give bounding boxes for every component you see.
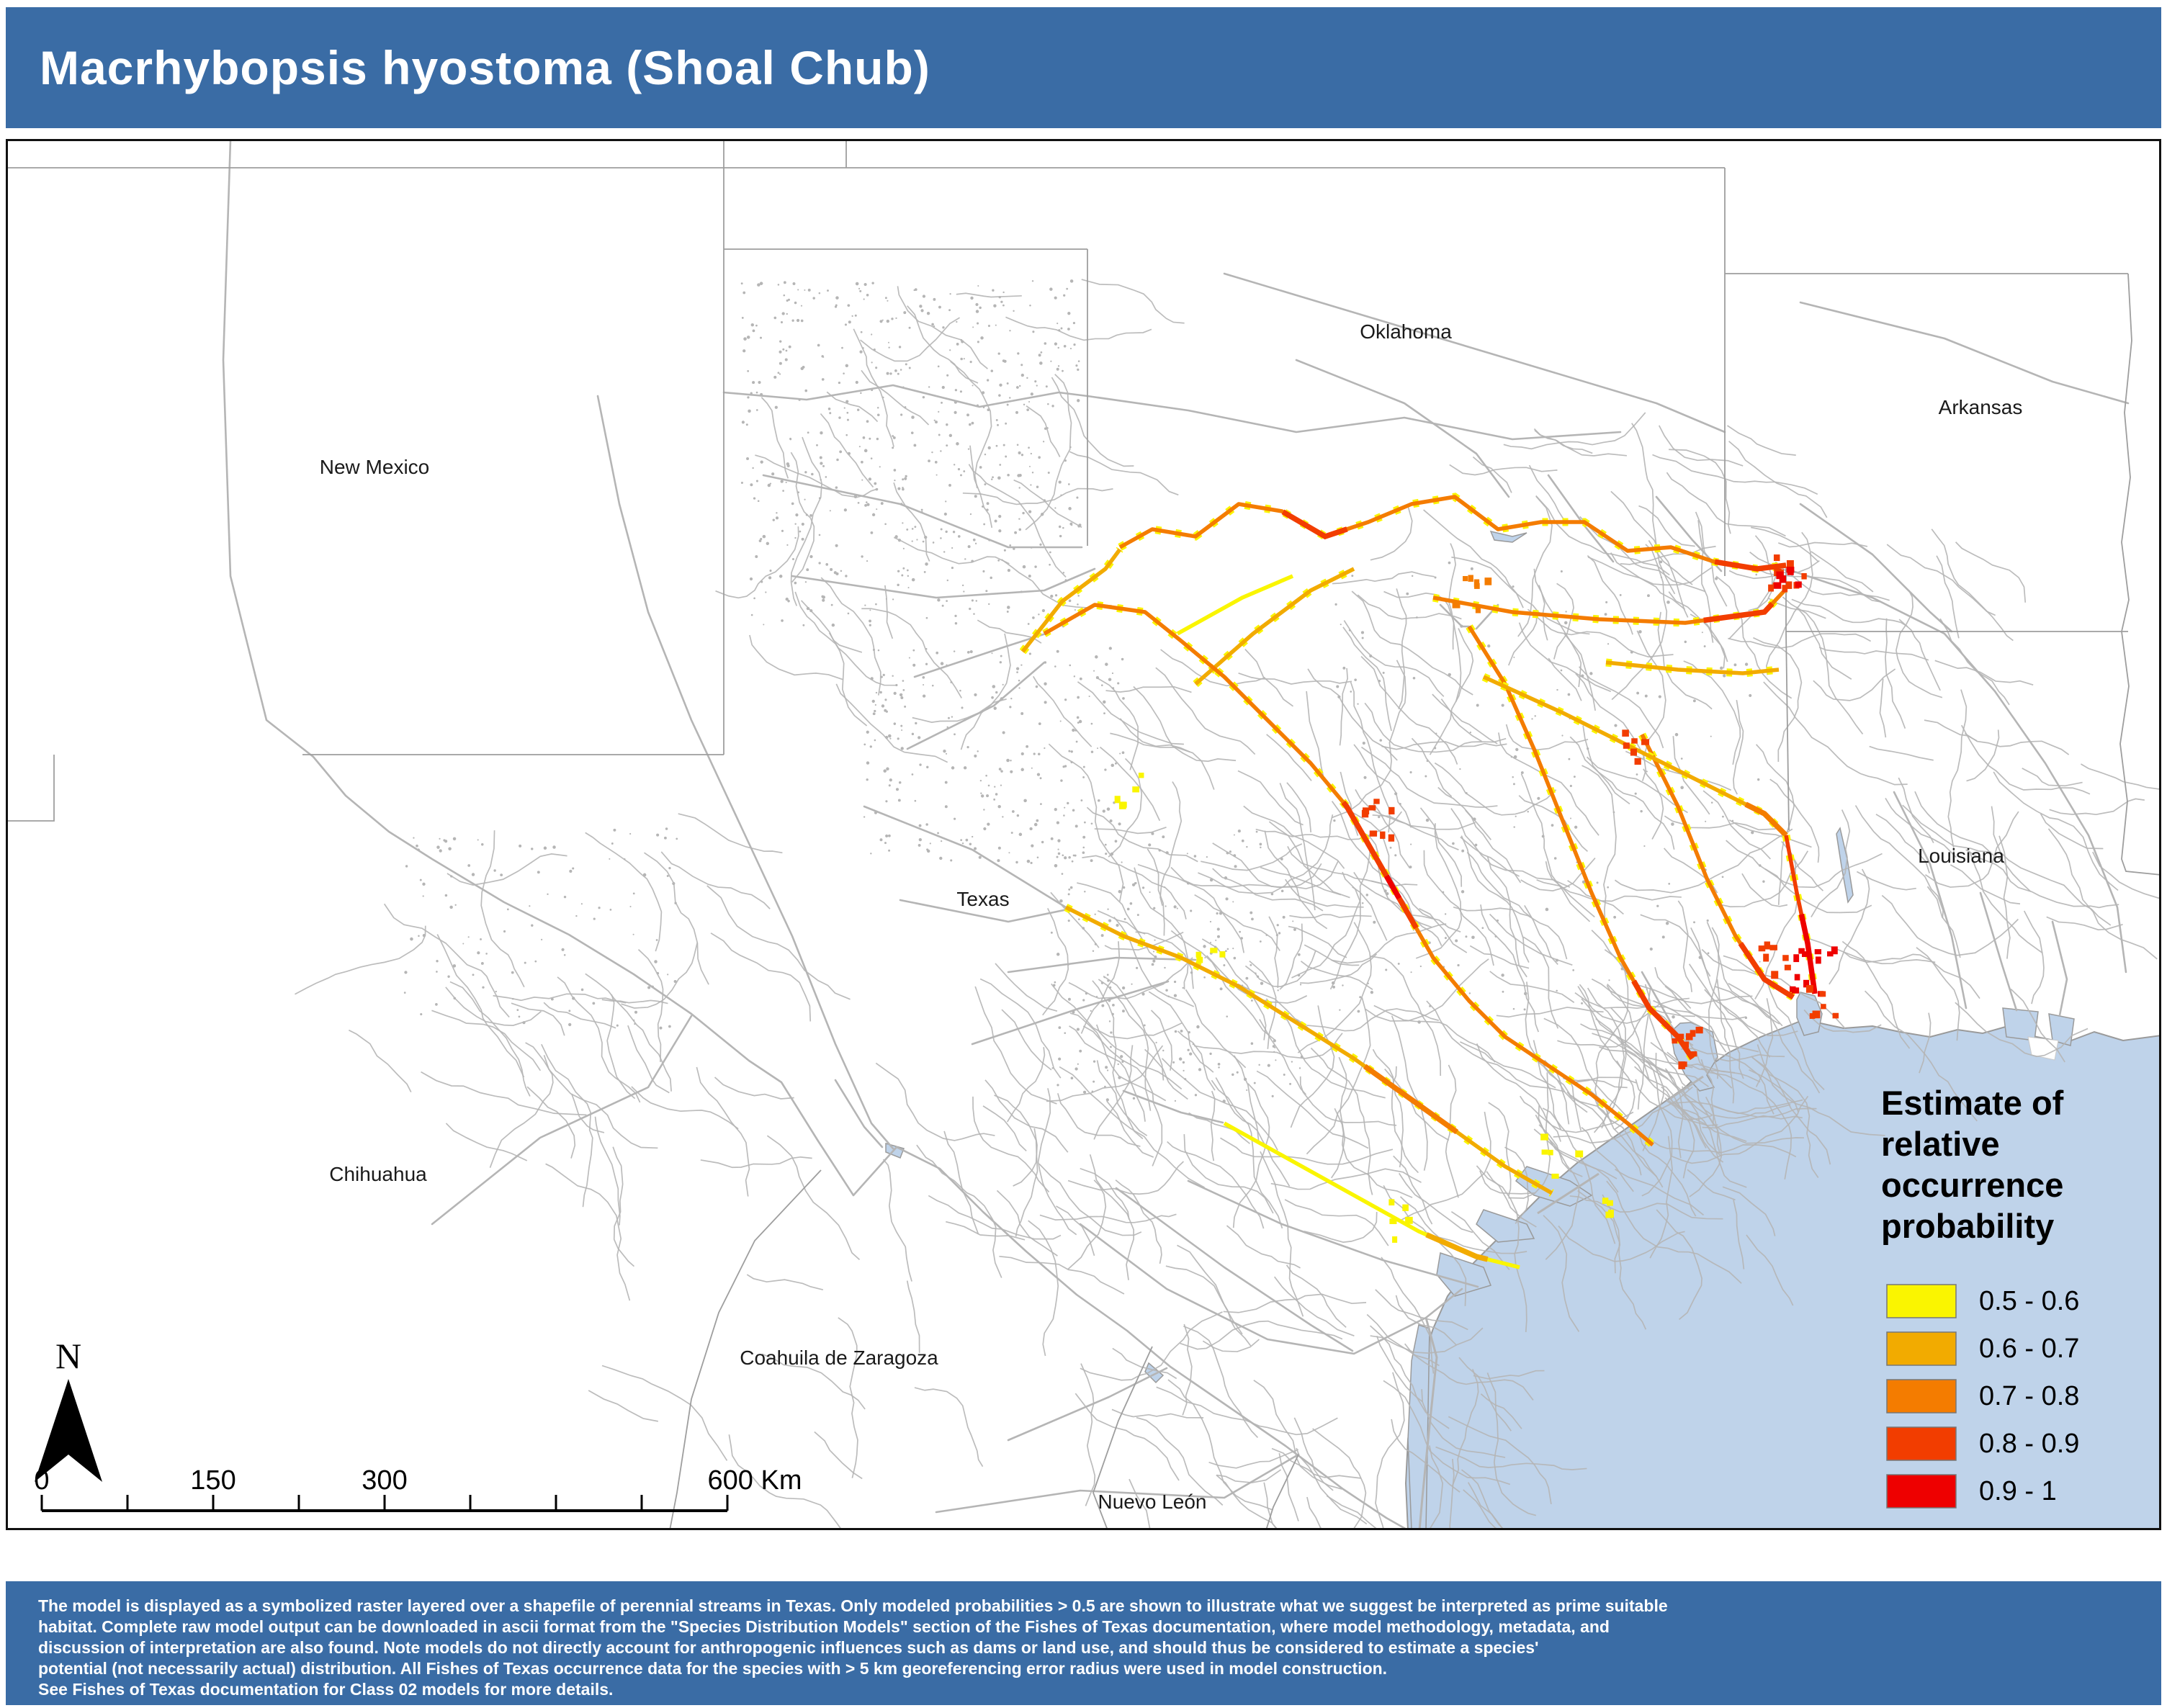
legend-item-label: 0.5 - 0.6 [1979,1286,2079,1316]
legend-swatch [1886,1331,1957,1366]
scale-label: 150 [190,1465,235,1496]
scale-bar: 0 150 300 600 Km [34,1465,802,1512]
scale-label: 300 [362,1465,407,1496]
state-label-oklahoma: Oklahoma [1360,320,1452,343]
stream-texture [295,279,2161,1530]
scale-label: 600 Km [708,1465,802,1496]
north-label: N [55,1336,81,1376]
model-description-text: The model is displayed as a symbolized r… [38,1596,1668,1699]
legend-title-line: occurrence [1881,1166,2063,1204]
state-label-louisiana: Louisiana [1918,845,2004,867]
legend-item-label: 0.9 - 1 [1979,1476,2057,1506]
legend: Estimate ofrelativeoccurrenceprobability… [1881,1084,2079,1509]
map-canvas: New Mexico Oklahoma Arkansas Texas Louisiana… [6,139,2161,1530]
scale-label: 0 [34,1465,49,1496]
page-title: Macrhybopsis hyostoma (Shoal Chub) [40,41,930,94]
legend-swatch [1886,1474,1957,1509]
legend-title-line: probability [1881,1207,2054,1245]
state-label-chihuahua: Chihuahua [329,1163,427,1185]
state-label-coahuila: Coahuila de Zaragoza [740,1347,938,1369]
state-boundaries [6,140,2161,1530]
north-arrow: N [35,1336,102,1482]
state-label-texas: Texas [956,888,1009,910]
state-label-new-mexico: New Mexico [320,456,429,478]
legend-title-line: relative [1881,1125,2000,1163]
map-border [6,139,2161,1530]
state-labels: New Mexico Oklahoma Arkansas Texas Louisiana… [320,320,2023,1513]
distribution-map: New Mexico Oklahoma Arkansas Texas Louisiana… [6,139,2161,1530]
north-arrow-icon [35,1379,102,1482]
legend-title-line: Estimate of [1881,1084,2064,1122]
footer-note-bar: The model is displayed as a symbolized r… [6,1581,2161,1705]
state-label-nuevo-leon: Nuevo León [1098,1491,1206,1513]
legend-item-label: 0.7 - 0.8 [1979,1381,2079,1411]
legend-swatch [1886,1284,1957,1318]
occurrence-raster [1019,493,1839,1269]
legend-item-label: 0.8 - 0.9 [1979,1429,2079,1459]
legend-item-label: 0.6 - 0.7 [1979,1334,2079,1364]
legend-swatch [1886,1426,1957,1461]
title-banner: Macrhybopsis hyostoma (Shoal Chub) [6,7,2161,128]
perennial-streams [222,139,2130,1530]
legend-swatch [1886,1379,1957,1413]
state-label-arkansas: Arkansas [1939,396,2023,418]
